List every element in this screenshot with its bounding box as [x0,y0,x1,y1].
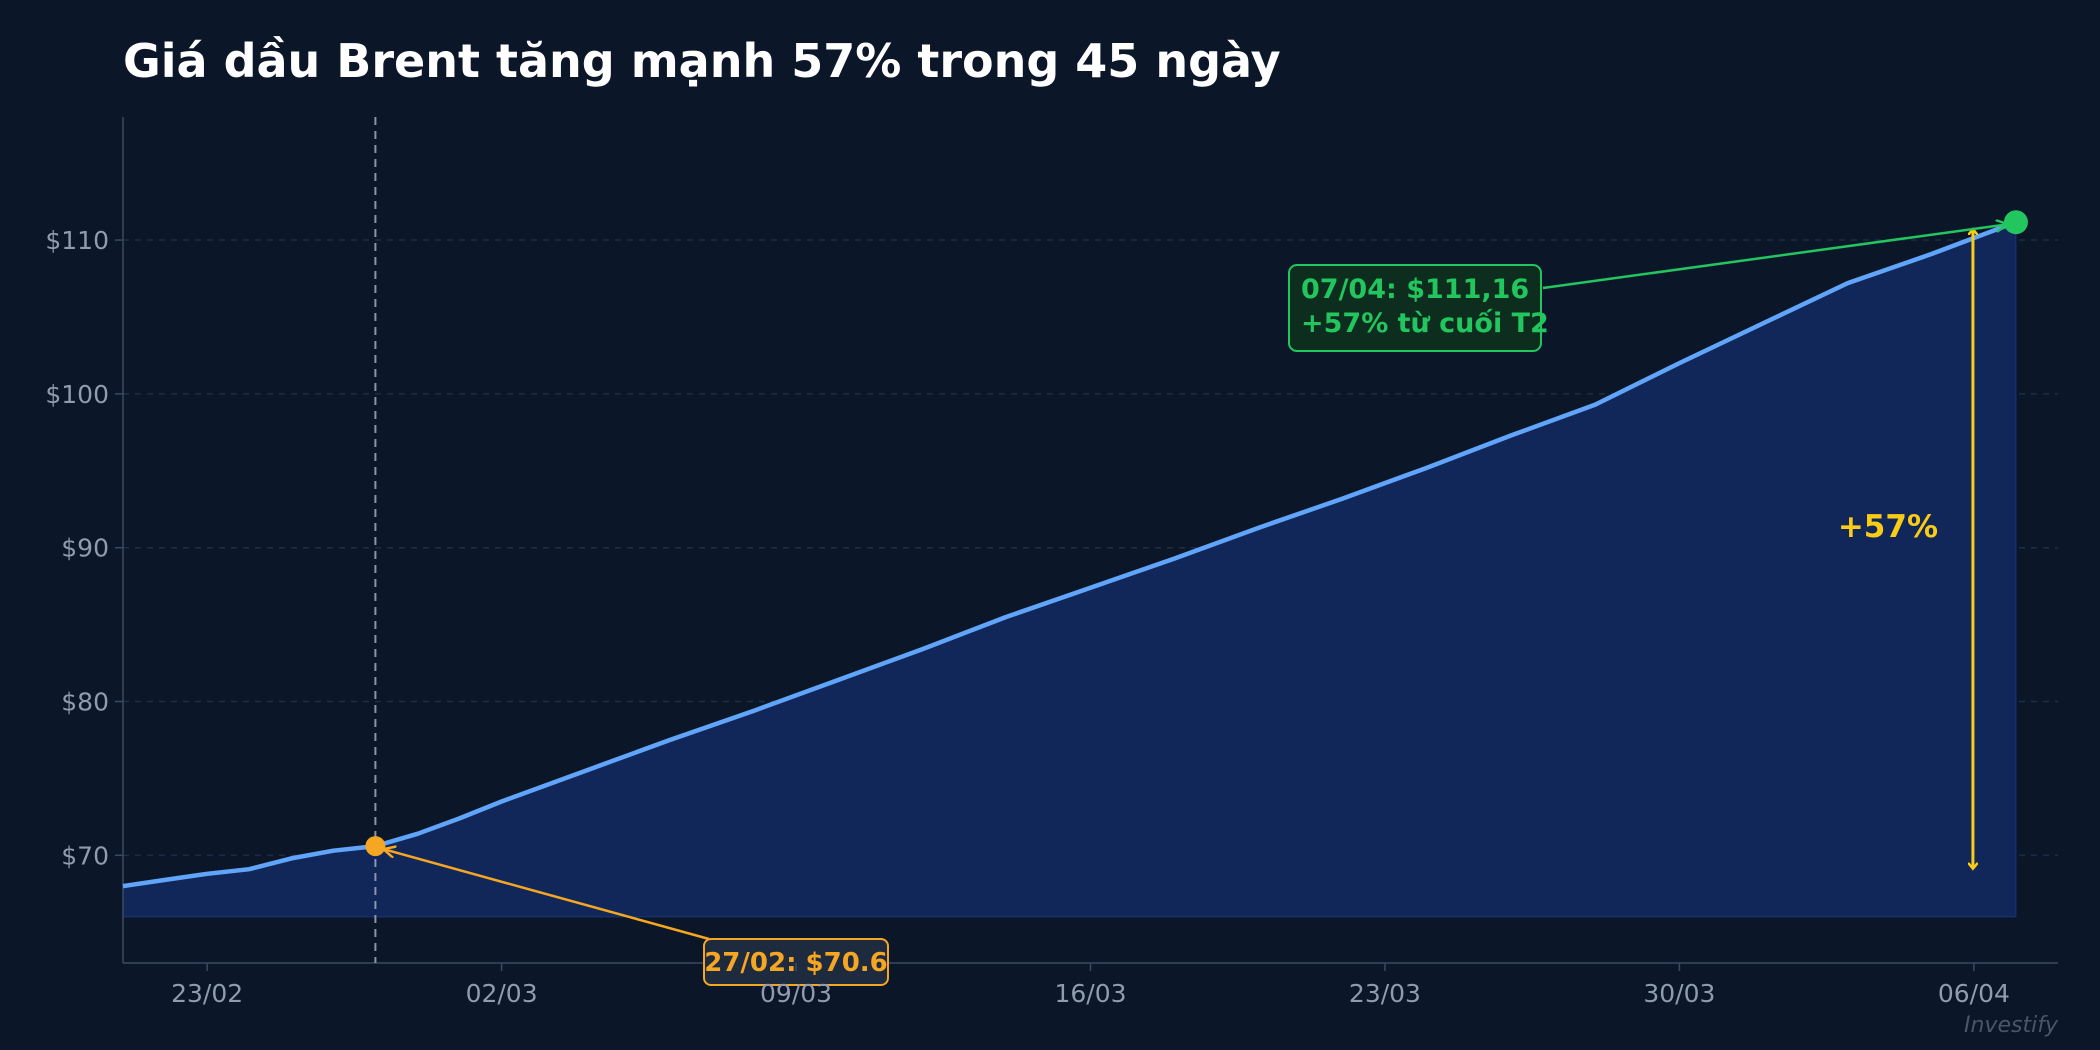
start-point [365,836,386,857]
price-line [122,220,2017,889]
x-tick-label: 06/04 [1938,979,2010,1008]
change-label: +57% [1838,509,1938,545]
x-tick-label: 23/02 [171,979,243,1008]
start-leader-line [383,849,710,941]
y-tick-label: $80 [61,688,109,717]
watermark: Investify [1964,1013,2058,1038]
x-tick-label: 30/03 [1643,979,1715,1008]
price-area [122,221,2017,918]
end-label-line1: 07/04: $111,16 [1301,274,1529,305]
tick-labels: 23/02 02/03 09/03 16/03 23/03 30/03 06/04 $70 $8… [45,226,2010,1008]
annotations: +57%27/02: $70.607/04: $111,16+57% từ cu… [365,210,2028,986]
y-tick-label: $90 [61,534,109,563]
y-tick-label: $100 [45,380,109,409]
x-tick-label: 02/03 [466,979,538,1008]
x-tick-label: 09/03 [760,979,832,1008]
end-label-line2: +57% từ cuối T2 [1301,308,1549,339]
end-label-box [1288,264,1542,352]
y-tick-label: $70 [61,841,109,870]
start-label-box [703,938,889,986]
x-tick-label: 23/03 [1349,979,1421,1008]
chart-title: Giá dầu Brent tăng mạnh 57% trong 45 ngà… [123,34,1281,88]
y-tick-label: $110 [45,226,109,255]
end-leader-line [1542,224,2008,290]
end-point [2003,210,2028,235]
x-tick-label: 16/03 [1054,979,1126,1008]
